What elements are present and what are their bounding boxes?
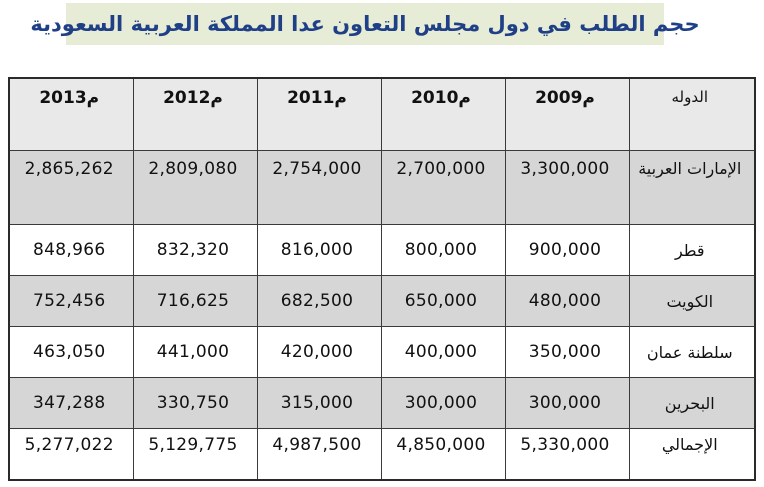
- cell-2012: 832,320: [132, 224, 258, 277]
- page-title: حجم الطلب في دول مجلس التعاون عدا المملك…: [30, 12, 700, 36]
- cell-2011: 682,500: [256, 275, 382, 328]
- table-row-qatar: 848,966 832,320 816,000 800,000 900,000 …: [8, 224, 756, 277]
- header-year-2010: 2010م: [380, 77, 506, 151]
- title-banner: حجم الطلب في دول مجلس التعاون عدا المملك…: [30, 3, 700, 45]
- cell-2012: 441,000: [132, 326, 258, 379]
- cell-country: الكويت: [628, 275, 756, 328]
- cell-2009: 900,000: [504, 224, 630, 277]
- cell-2009: 480,000: [504, 275, 630, 328]
- cell-2012: 5,129,775: [132, 428, 258, 481]
- header-year-2011: 2011م: [256, 77, 382, 151]
- table-row-total: 5,277,022 5,129,775 4,987,500 4,850,000 …: [8, 428, 756, 481]
- cell-2009: 300,000: [504, 377, 630, 430]
- table-row-kuwait: 752,456 716,625 682,500 650,000 480,000 …: [8, 275, 756, 328]
- cell-2009: 5,330,000: [504, 428, 630, 481]
- header-year-2013: 2013م: [8, 77, 134, 151]
- cell-2012: 2,809,080: [132, 149, 258, 226]
- table-header-row: 2013م 2012م 2011م 2010م 2009م الدوله: [8, 77, 756, 151]
- table-row-bahrain: 347,288 330,750 315,000 300,000 300,000 …: [8, 377, 756, 430]
- header-year-2009: 2009م: [504, 77, 630, 151]
- cell-2012: 716,625: [132, 275, 258, 328]
- cell-2013: 463,050: [8, 326, 134, 379]
- cell-2010: 2,700,000: [380, 149, 506, 226]
- cell-2013: 752,456: [8, 275, 134, 328]
- cell-country: قطر: [628, 224, 756, 277]
- cell-2011: 420,000: [256, 326, 382, 379]
- header-year-2012: 2012م: [132, 77, 258, 151]
- demand-table: 2013م 2012م 2011م 2010م 2009م الدوله 2,8…: [8, 77, 756, 481]
- cell-country: الإجمالي: [628, 428, 756, 481]
- cell-2011: 315,000: [256, 377, 382, 430]
- cell-2013: 848,966: [8, 224, 134, 277]
- cell-2011: 2,754,000: [256, 149, 382, 226]
- cell-2012: 330,750: [132, 377, 258, 430]
- table-row-oman: 463,050 441,000 420,000 400,000 350,000 …: [8, 326, 756, 379]
- table-row-uae: 2,865,262 2,809,080 2,754,000 2,700,000 …: [8, 149, 756, 226]
- cell-2010: 400,000: [380, 326, 506, 379]
- header-country: الدوله: [628, 77, 756, 151]
- cell-2011: 4,987,500: [256, 428, 382, 481]
- cell-2010: 300,000: [380, 377, 506, 430]
- cell-2013: 2,865,262: [8, 149, 134, 226]
- cell-2009: 350,000: [504, 326, 630, 379]
- cell-country: البحرين: [628, 377, 756, 430]
- cell-2010: 800,000: [380, 224, 506, 277]
- cell-country: الإمارات العربية: [628, 149, 756, 226]
- cell-2011: 816,000: [256, 224, 382, 277]
- cell-2010: 650,000: [380, 275, 506, 328]
- cell-country: سلطنة عمان: [628, 326, 756, 379]
- cell-2010: 4,850,000: [380, 428, 506, 481]
- cell-2013: 5,277,022: [8, 428, 134, 481]
- cell-2009: 3,300,000: [504, 149, 630, 226]
- cell-2013: 347,288: [8, 377, 134, 430]
